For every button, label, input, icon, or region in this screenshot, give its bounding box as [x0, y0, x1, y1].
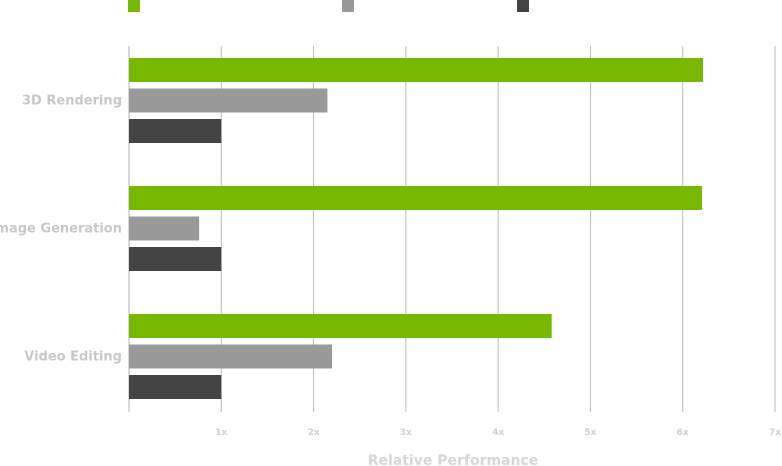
- x-tick-label: 3x: [400, 428, 412, 438]
- x-axis-title: Relative Performance: [368, 453, 539, 466]
- legend-swatch-1: [128, 0, 140, 12]
- category-label: Video Editing: [24, 350, 122, 365]
- bars: [129, 58, 704, 399]
- bar-image-generation-series-3: [129, 247, 222, 271]
- x-tick-labels: 1x 2x 3x 4x 5x 6x 7x: [215, 428, 781, 438]
- x-tick-label: 2x: [308, 428, 320, 438]
- bar-3d-rendering-series-1: [129, 58, 704, 82]
- x-tick-label: 6x: [677, 428, 689, 438]
- x-tick-label: 7x: [769, 428, 781, 438]
- bar-image-generation-series-2: [129, 216, 200, 241]
- bar-video-editing-series-1: [129, 314, 552, 338]
- bar-3d-rendering-series-3: [129, 119, 222, 143]
- legend-swatch-3: [517, 0, 529, 12]
- legend: [128, 0, 529, 12]
- category-labels: 3D Rendering Image Generation Video Editin…: [0, 94, 122, 365]
- x-tick-label: 4x: [492, 428, 504, 438]
- bar-3d-rendering-series-2: [129, 88, 328, 113]
- x-tick-label: 5x: [584, 428, 596, 438]
- bar-image-generation-series-1: [129, 186, 703, 210]
- bar-video-editing-series-3: [129, 375, 222, 399]
- bar-video-editing-series-2: [129, 344, 333, 369]
- legend-swatch-2: [342, 0, 354, 12]
- category-label: Image Generation: [0, 222, 122, 237]
- x-tick-label: 1x: [215, 428, 227, 438]
- category-label: 3D Rendering: [22, 94, 122, 109]
